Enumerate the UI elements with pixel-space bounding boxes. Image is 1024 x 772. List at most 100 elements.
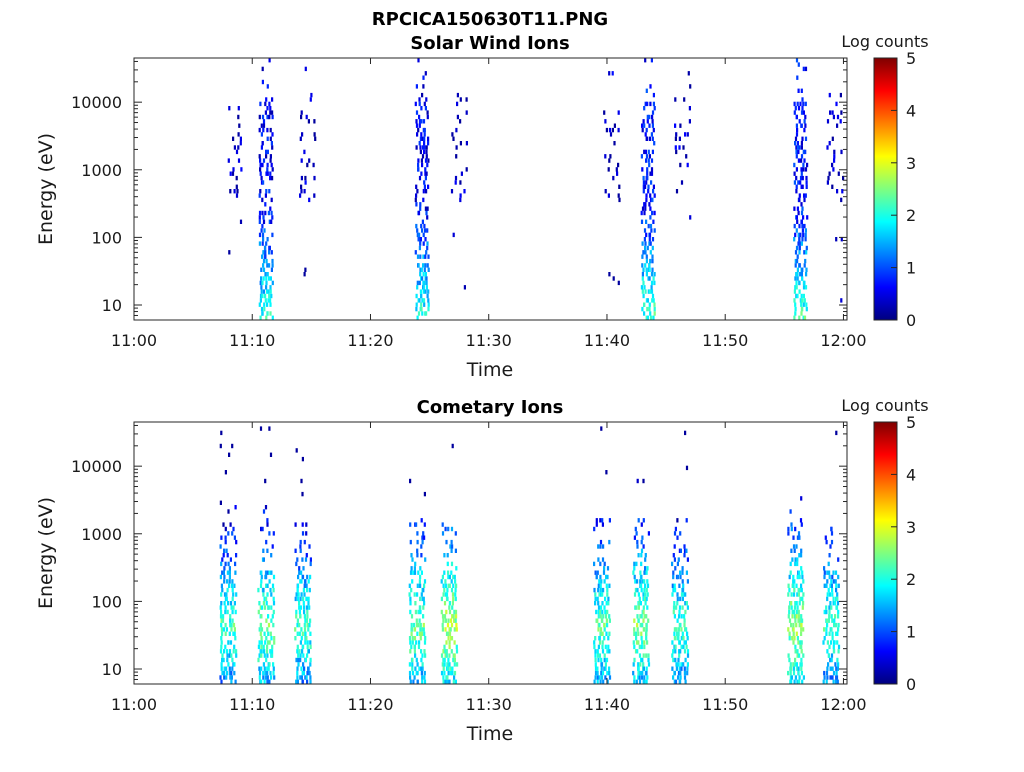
spectrogram-cell [679, 679, 682, 684]
spectrogram-cell [440, 670, 444, 676]
spectrogram-cell [313, 175, 316, 181]
spectrogram-cell [600, 579, 603, 584]
spectrogram-cell [266, 644, 269, 650]
spectrogram-cell [643, 587, 646, 593]
spectrogram-cell [795, 149, 798, 155]
spectrogram-cell [788, 609, 791, 615]
spectrogram-cell [413, 570, 417, 575]
spectrogram-cell [261, 280, 264, 286]
colorbar-gradient [873, 57, 898, 321]
spectrogram-cell [796, 679, 799, 684]
spectrogram-cell [831, 136, 834, 141]
spectrogram-cell [680, 180, 684, 185]
spectrogram-cell [802, 293, 805, 299]
spectrogram-cell [652, 127, 655, 133]
colorbar-tick-label: 1 [906, 623, 916, 642]
spectrogram-cell [684, 640, 687, 645]
spectrogram-cell [601, 644, 604, 650]
spectrogram-cell [680, 636, 683, 641]
spectrogram-cell [650, 132, 653, 137]
spectrogram-cell [835, 631, 838, 636]
spectrogram-cell [822, 640, 825, 645]
spectrogram-cell [643, 237, 646, 242]
spectrogram-cell [265, 97, 268, 102]
x-tick-label: 11:50 [702, 695, 748, 714]
spectrogram-cell [415, 123, 419, 128]
spectrogram-cell [825, 631, 828, 636]
spectrogram-cell [608, 666, 611, 671]
spectrogram-cell [270, 141, 273, 146]
spectrogram-cell [265, 618, 268, 623]
spectrogram-cell [641, 127, 644, 133]
spectrogram-cell [796, 592, 799, 597]
spectrogram-cell [646, 171, 649, 176]
spectrogram-cell [233, 145, 236, 150]
spectrogram-cell [792, 544, 796, 549]
spectrogram-cell [805, 245, 808, 251]
spectrogram-cell [257, 609, 260, 615]
spectrogram-cell [602, 587, 605, 593]
spectrogram-cell [796, 535, 799, 540]
spectrogram-cell [426, 162, 429, 168]
spectrogram-cell [828, 605, 831, 610]
spectrogram-cell [645, 587, 648, 593]
spectrogram-cell [229, 601, 233, 606]
spectrogram-cell [798, 614, 801, 619]
spectrogram-cell [796, 141, 799, 146]
spectrogram-cell [301, 531, 305, 536]
spectrogram-cell [679, 622, 682, 628]
spectrogram-cell [410, 614, 414, 619]
spectrogram-cell [804, 123, 807, 128]
spectrogram-cell [259, 293, 263, 299]
spectrogram-cell [309, 557, 312, 562]
spectrogram-cell [797, 592, 800, 597]
spectrogram-cell [449, 666, 452, 671]
spectrogram-cell [424, 557, 427, 562]
spectrogram-cell [644, 58, 647, 63]
spectrogram-cell [262, 258, 266, 264]
spectrogram-cell [601, 649, 605, 654]
spectrogram-cell [832, 596, 835, 602]
spectrogram-cell [597, 583, 600, 588]
spectrogram-cell [790, 522, 793, 527]
spectrogram-cell [303, 592, 306, 597]
spectrogram-cell [686, 649, 690, 654]
spectrogram-cell [801, 618, 804, 623]
spectrogram-cell [309, 631, 312, 636]
spectrogram-cell [800, 123, 803, 128]
spectrogram-cell [646, 583, 650, 588]
spectrogram-cell [647, 223, 650, 229]
spectrogram-cell [799, 241, 802, 246]
spectrogram-cell [677, 627, 680, 632]
spectrogram-cell [652, 298, 655, 303]
spectrogram-cell [448, 644, 451, 650]
spectrogram-cell [301, 670, 304, 676]
spectrogram-cell [640, 210, 643, 216]
spectrogram-cell [787, 592, 790, 597]
spectrogram-cell [829, 544, 832, 549]
spectrogram-cell [650, 280, 654, 286]
spectrogram-cell [297, 662, 300, 667]
spectrogram-cell [306, 653, 309, 658]
spectrogram-cell [266, 272, 269, 277]
spectrogram-cell [682, 145, 685, 150]
spectrogram-cell [834, 679, 838, 684]
spectrogram-cell [672, 570, 675, 575]
spectrogram-cell [651, 254, 654, 259]
spectrogram-cell [300, 114, 303, 120]
spectrogram-cell [682, 644, 685, 650]
spectrogram-cell [266, 666, 269, 671]
spectrogram-cell [613, 123, 616, 128]
spectrogram-cell [597, 557, 600, 562]
spectrogram-cell [683, 649, 687, 654]
spectrogram-cell [788, 574, 791, 580]
spectrogram-cell [262, 119, 266, 124]
spectrogram-cell [443, 662, 446, 667]
spectrogram-cell [305, 675, 308, 680]
spectrogram-cell [219, 544, 222, 549]
spectrogram-cell [604, 119, 607, 124]
spectrogram-cell [262, 675, 265, 680]
spectrogram-cell [235, 653, 238, 658]
spectrogram-cell [449, 544, 452, 549]
